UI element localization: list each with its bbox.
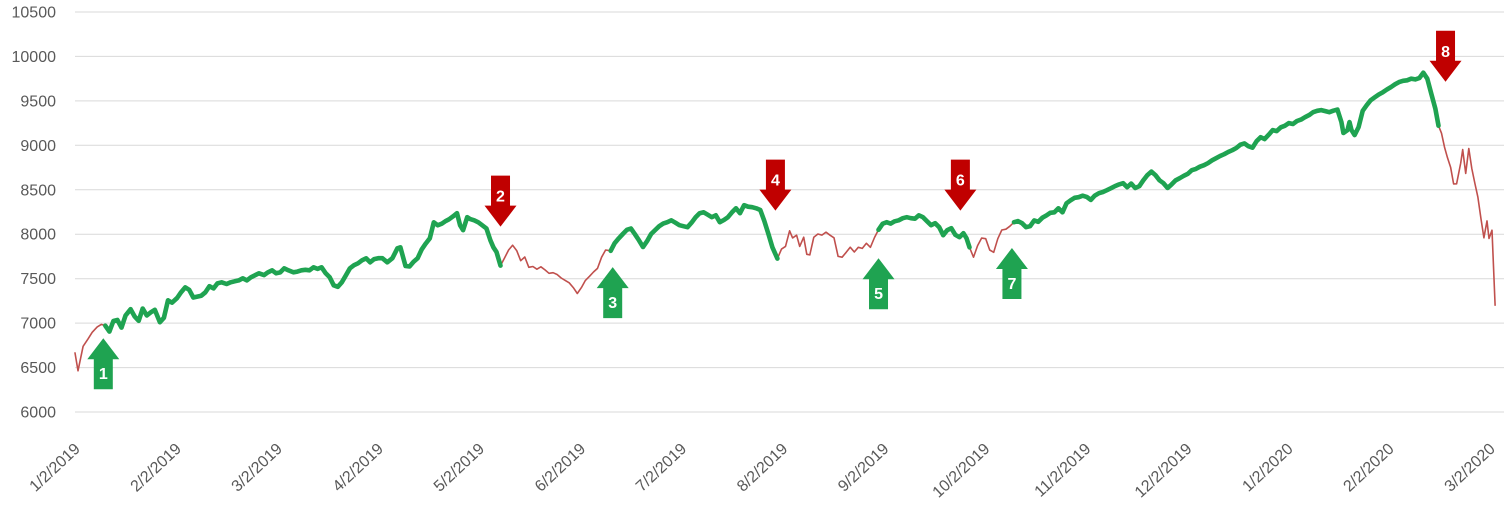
y-axis-label-8500: 8500	[20, 182, 56, 199]
uptrend-line-segment-4	[1011, 70, 1441, 230]
y-axis-label-9000: 9000	[20, 138, 56, 155]
x-axis-label-3/2/2020: 3/2/2020	[1442, 440, 1499, 495]
signal-arrow-label-1: 1	[99, 366, 108, 383]
downtrend-line-segment-1	[74, 323, 107, 372]
uptrend-line-segment-3	[876, 213, 972, 250]
x-axis-label-8/2/2019: 8/2/2019	[734, 440, 791, 495]
x-axis-label-5/2/2019: 5/2/2019	[431, 440, 488, 495]
x-axis-label-2/2/2019: 2/2/2019	[128, 440, 185, 495]
x-axis-label-4/2/2019: 4/2/2019	[330, 440, 387, 495]
y-axis-label-7000: 7000	[20, 316, 56, 333]
downtrend-line-segment-4	[968, 221, 1015, 259]
signal-arrow-label-4: 4	[771, 173, 780, 190]
y-axis-label-6500: 6500	[20, 360, 56, 377]
x-axis-label-11/2/2019: 11/2/2019	[1032, 440, 1095, 500]
y-axis-label-10500: 10500	[12, 5, 57, 22]
signal-arrow-5-up-icon	[862, 258, 895, 310]
y-axis-label-8000: 8000	[20, 227, 56, 244]
signal-arrow-label-7: 7	[1007, 276, 1016, 293]
downtrend-line-segment-5	[1437, 124, 1496, 307]
signal-arrow-label-2: 2	[496, 189, 505, 206]
x-axis-label-10/2/2019: 10/2/2019	[930, 440, 994, 501]
y-axis-label-7500: 7500	[20, 271, 56, 288]
x-axis-label-3/2/2019: 3/2/2019	[229, 440, 286, 495]
x-axis-label-12/2/2019: 12/2/2019	[1132, 440, 1196, 501]
signal-arrow-1-up-icon	[87, 338, 120, 390]
downtrend-line-segment-2	[499, 244, 612, 295]
x-axis-label-1/2/2019: 1/2/2019	[27, 440, 84, 495]
signal-arrow-7-up-icon	[995, 248, 1028, 299]
signal-arrow-label-8: 8	[1441, 44, 1450, 61]
x-axis-label-1/2/2020: 1/2/2020	[1239, 440, 1296, 495]
y-axis-label-6000: 6000	[20, 405, 56, 422]
downtrend-line-segment-3	[776, 229, 880, 260]
signal-arrow-6-down-icon	[944, 159, 977, 211]
signal-arrow-8-down-icon	[1429, 30, 1462, 82]
y-axis-label-10000: 10000	[12, 49, 57, 66]
signal-arrow-4-down-icon	[759, 159, 792, 211]
y-axis-label-9500: 9500	[20, 93, 56, 110]
x-axis-label-7/2/2019: 7/2/2019	[633, 440, 690, 495]
x-axis-label-6/2/2019: 6/2/2019	[532, 440, 589, 495]
signal-arrow-2-down-icon	[484, 175, 517, 227]
uptrend-line-segment-1	[103, 210, 503, 334]
signal-arrow-label-6: 6	[956, 173, 965, 190]
signal-arrow-label-3: 3	[608, 295, 617, 312]
x-axis-label-2/2/2020: 2/2/2020	[1340, 440, 1397, 495]
signal-arrow-3-up-icon	[596, 267, 629, 319]
uptrend-line-segment-2	[608, 202, 780, 261]
signal-arrow-label-5: 5	[874, 286, 883, 303]
x-axis-label-9/2/2019: 9/2/2019	[835, 440, 892, 495]
